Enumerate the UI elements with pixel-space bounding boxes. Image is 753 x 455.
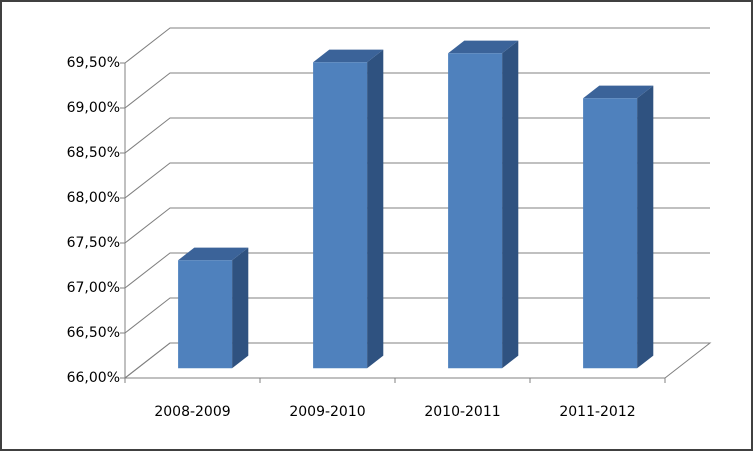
x-tick-label: 2010-2011 [424, 404, 500, 420]
bar-top [178, 247, 249, 261]
y-tick-label: 66,00% [67, 370, 120, 386]
bar-side [367, 49, 384, 369]
x-tick-label: 2009-2010 [289, 404, 365, 420]
bar [313, 62, 368, 369]
bar-side [232, 247, 249, 369]
grid-line [124, 27, 710, 64]
bar-top [313, 49, 384, 63]
grid-line [124, 117, 710, 154]
x-tick-label: 2011-2012 [559, 404, 635, 420]
y-tick-label: 69,50% [67, 55, 120, 71]
y-tick-label: 67,00% [67, 280, 120, 296]
bar [178, 260, 233, 369]
y-tick-label: 68,50% [67, 145, 120, 161]
grid-line [124, 72, 710, 109]
y-tick-label: 68,00% [67, 190, 120, 206]
x-tick-label: 2008-2009 [154, 404, 230, 420]
grid-line [124, 297, 710, 334]
bar-side [502, 40, 519, 369]
bar-top [448, 40, 519, 54]
y-tick-label: 69,00% [67, 100, 120, 116]
grid-line [124, 162, 710, 199]
grid-line [124, 342, 710, 379]
bar-side [637, 85, 654, 369]
y-tick-label: 66,50% [67, 325, 120, 341]
grid-line [124, 207, 710, 244]
grid-line [124, 252, 710, 289]
y-tick-label: 67,50% [67, 235, 120, 251]
bar-top [583, 85, 654, 99]
bar [583, 98, 638, 369]
bar [448, 53, 503, 369]
